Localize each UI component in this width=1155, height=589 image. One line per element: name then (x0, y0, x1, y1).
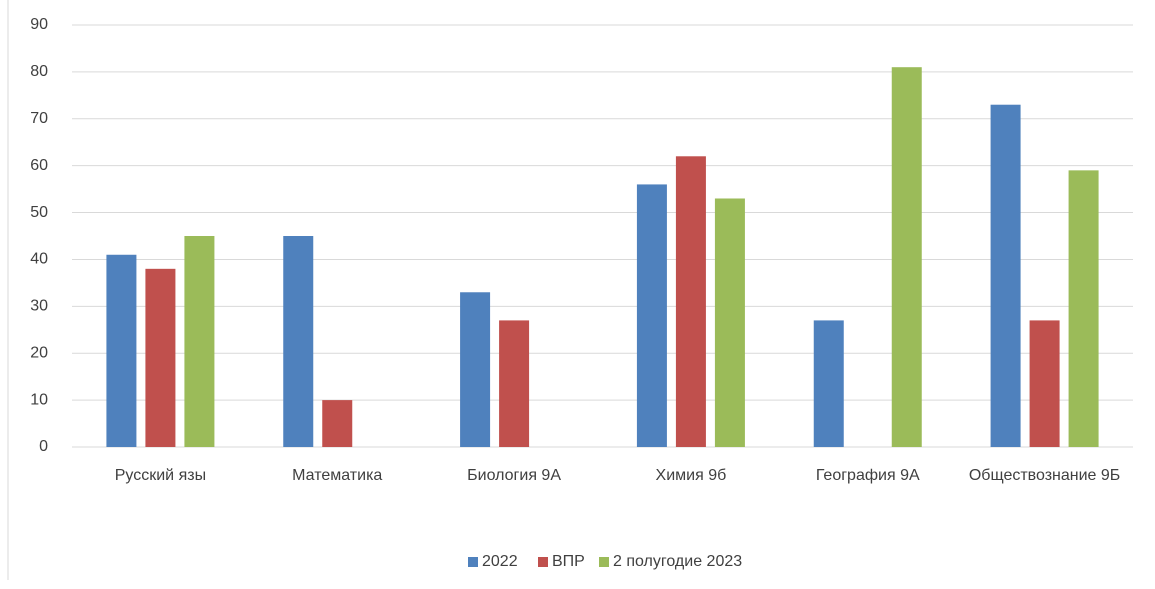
bar (990, 104, 1021, 447)
y-tick-label: 90 (30, 16, 48, 33)
y-tick-label: 30 (30, 298, 48, 315)
y-tick-label: 70 (30, 110, 48, 127)
bar (499, 320, 530, 447)
legend-label: ВПР (552, 553, 585, 570)
y-tick-label: 40 (30, 251, 48, 268)
x-tick-label: Обществознание 9Б (968, 467, 1121, 484)
bar (106, 254, 137, 447)
bar (714, 198, 745, 447)
x-tick-label: Химия 9б (655, 467, 727, 484)
x-tick-label: Математика (292, 467, 383, 484)
x-tick-label: География 9А (815, 467, 920, 484)
y-tick-label: 0 (39, 438, 48, 455)
bar (460, 292, 491, 447)
bar (813, 320, 844, 447)
legend-swatch (468, 557, 478, 567)
x-tick-label: Русский язы (114, 467, 207, 484)
bar (184, 236, 215, 447)
bar (675, 156, 706, 448)
y-tick-label: 50 (30, 204, 48, 221)
legend-swatch (538, 557, 548, 567)
legend-swatch (599, 557, 609, 567)
bar (145, 268, 176, 447)
bar (1068, 170, 1099, 447)
bar (283, 236, 314, 447)
bar (891, 67, 922, 447)
legend-label: 2 полугодие 2023 (613, 553, 742, 570)
y-tick-label: 10 (30, 391, 48, 408)
y-tick-label: 60 (30, 157, 48, 174)
y-tick-label: 80 (30, 63, 48, 80)
bar (636, 184, 667, 447)
x-tick-label: Биология 9А (467, 467, 561, 484)
bar (322, 400, 353, 447)
y-tick-label: 20 (30, 344, 48, 361)
legend-label: 2022 (482, 553, 518, 570)
bar (1029, 320, 1060, 447)
